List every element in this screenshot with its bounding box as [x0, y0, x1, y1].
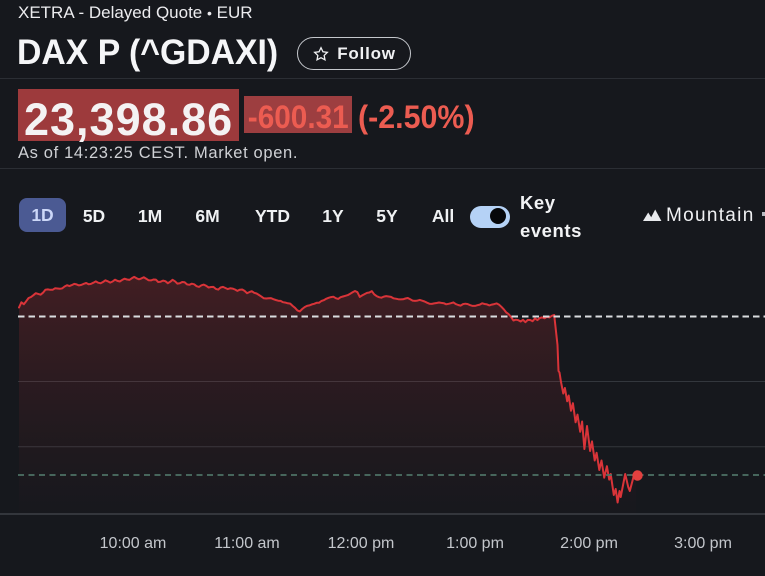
- svg-text:1:00 pm: 1:00 pm: [446, 535, 504, 552]
- svg-text:12:00 pm: 12:00 pm: [328, 535, 395, 552]
- svg-text:2:00 pm: 2:00 pm: [560, 535, 618, 552]
- svg-text:3:00 pm: 3:00 pm: [674, 535, 732, 552]
- svg-text:11:00 am: 11:00 am: [214, 535, 280, 552]
- svg-text:10:00 am: 10:00 am: [100, 535, 167, 552]
